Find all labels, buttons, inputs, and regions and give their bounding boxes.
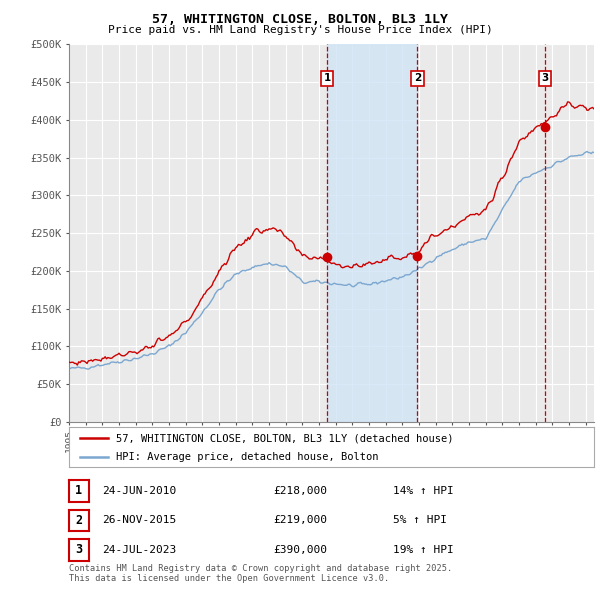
Text: 57, WHITINGTON CLOSE, BOLTON, BL3 1LY: 57, WHITINGTON CLOSE, BOLTON, BL3 1LY: [152, 13, 448, 26]
Text: 24-JUL-2023: 24-JUL-2023: [102, 545, 176, 555]
Text: Price paid vs. HM Land Registry's House Price Index (HPI): Price paid vs. HM Land Registry's House …: [107, 25, 493, 35]
Text: 5% ↑ HPI: 5% ↑ HPI: [393, 516, 447, 525]
Text: 19% ↑ HPI: 19% ↑ HPI: [393, 545, 454, 555]
Text: 3: 3: [76, 543, 82, 556]
Text: 2: 2: [413, 73, 421, 83]
Bar: [327, 44, 418, 422]
Text: 1: 1: [323, 73, 331, 83]
Text: 3: 3: [541, 73, 548, 83]
Text: 57, WHITINGTON CLOSE, BOLTON, BL3 1LY (detached house): 57, WHITINGTON CLOSE, BOLTON, BL3 1LY (d…: [116, 434, 454, 444]
Text: 14% ↑ HPI: 14% ↑ HPI: [393, 486, 454, 496]
Text: £218,000: £218,000: [273, 486, 327, 496]
Text: 2: 2: [76, 514, 82, 527]
Text: HPI: Average price, detached house, Bolton: HPI: Average price, detached house, Bolt…: [116, 453, 379, 462]
Text: £219,000: £219,000: [273, 516, 327, 525]
Text: 1: 1: [76, 484, 82, 497]
Text: 24-JUN-2010: 24-JUN-2010: [102, 486, 176, 496]
Text: £390,000: £390,000: [273, 545, 327, 555]
Text: Contains HM Land Registry data © Crown copyright and database right 2025.
This d: Contains HM Land Registry data © Crown c…: [69, 563, 452, 583]
Text: 26-NOV-2015: 26-NOV-2015: [102, 516, 176, 525]
